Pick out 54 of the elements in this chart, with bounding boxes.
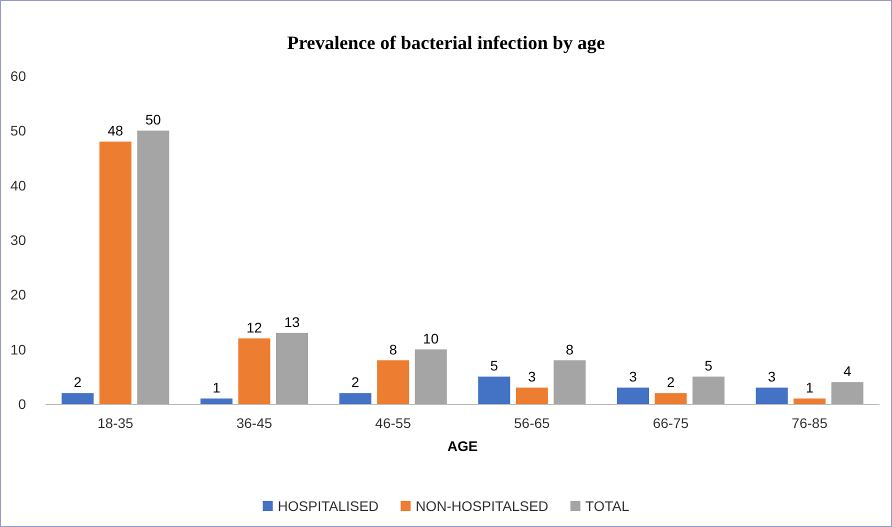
data-label: 50: [145, 112, 162, 128]
legend-label: NON-HOSPITALSED: [416, 498, 548, 514]
data-label: 10: [423, 330, 439, 346]
data-label: 5: [490, 358, 498, 374]
data-label: 1: [212, 380, 221, 396]
data-label: 8: [566, 341, 574, 358]
bar: [756, 388, 788, 404]
bar: [478, 376, 510, 404]
y-tick-label: 0: [18, 396, 26, 412]
bar: [654, 393, 687, 404]
data-label: 3: [528, 368, 536, 385]
bar: [238, 338, 270, 404]
x-tick-label: 66-75: [652, 415, 689, 431]
bar: [692, 376, 725, 404]
bar: [794, 398, 826, 404]
data-label: 5: [704, 358, 713, 374]
data-label: 12: [246, 319, 262, 336]
y-tick-label: 30: [10, 232, 26, 248]
data-label: 2: [351, 374, 360, 390]
y-tick-label: 60: [10, 68, 26, 84]
data-label: 4: [843, 363, 852, 380]
data-label: 2: [74, 374, 82, 390]
bar: [339, 393, 372, 404]
x-tick-label: 56-65: [514, 415, 550, 431]
data-label: 48: [108, 122, 124, 139]
bar: [62, 393, 94, 404]
bar: [616, 388, 649, 404]
bar: [554, 360, 586, 404]
bar: [99, 142, 132, 404]
x-tick-label: 18-35: [98, 415, 134, 431]
y-tick-label: 50: [10, 122, 26, 139]
bar: [200, 398, 232, 404]
bar: [414, 349, 447, 404]
bar: [516, 388, 548, 404]
data-label: 3: [629, 368, 638, 385]
data-label: 8: [389, 341, 398, 358]
bar: [377, 360, 410, 404]
data-label: 1: [806, 380, 814, 396]
legend-label: TOTAL: [585, 498, 630, 514]
data-label: 13: [284, 314, 300, 330]
x-tick-label: 36-45: [236, 415, 272, 431]
bar: [276, 332, 308, 404]
chart-title: Prevalence of bacterial infection by age: [287, 33, 605, 54]
data-label: 2: [666, 374, 675, 390]
x-tick-label: 76-85: [792, 415, 828, 431]
bar: [137, 130, 170, 404]
y-tick-label: 20: [10, 286, 26, 303]
x-tick-label: 46-55: [375, 415, 412, 431]
legend-label: HOSPITALISED: [278, 498, 379, 514]
y-tick-label: 40: [10, 177, 26, 194]
bar: [831, 382, 864, 404]
y-tick-label: 10: [10, 341, 26, 358]
x-axis-title: AGE: [447, 438, 478, 454]
data-label: 3: [768, 368, 776, 385]
